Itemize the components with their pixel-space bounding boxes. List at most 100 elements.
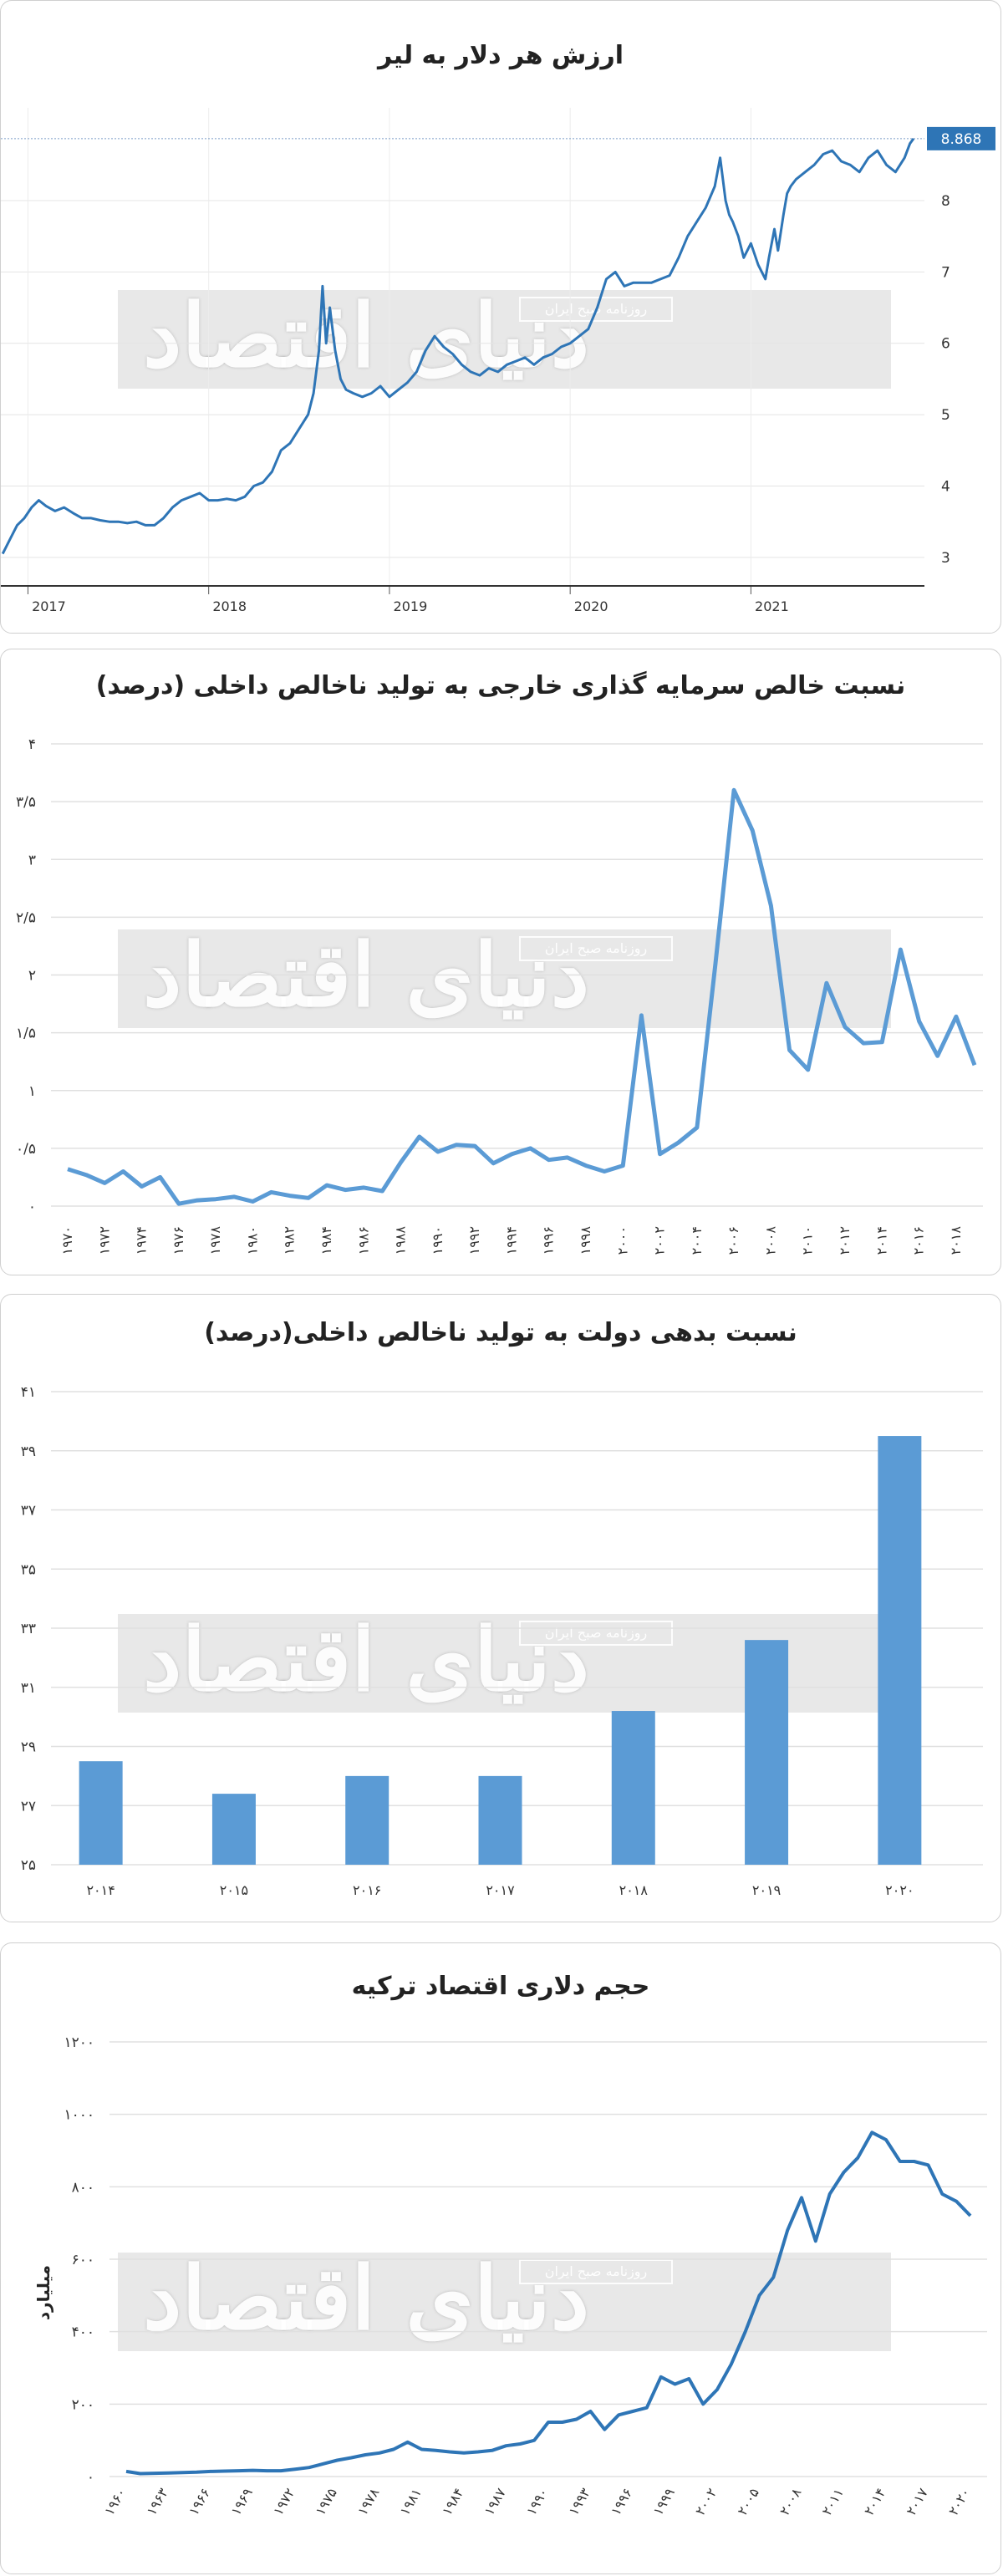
x-tick-label: ۱۹۷۸ [354,2485,383,2518]
x-tick-label: ۲۰۱۶ [353,1882,381,1898]
y-tick-label: ۳۷ [21,1503,36,1520]
line-chart-fdi: ۰ ۰/۵ ۱ ۱/۵ ۲ ۲/۵ ۳ ۳/۵ ۴ ۱۹۷۰ ۱۹۷۲ ۱۹۷۴ ۱۹۷۶ ۱۹۷۸ ۱۹۸… [16,736,983,1255]
x-tick-label: ۲۰۱۹ [752,1882,781,1898]
x-tick-label: ۱۹۷۲ [96,1226,112,1255]
chart-panel-lira: ارزش هر دلار به لیر دنیای اقتصاد روزنامه… [0,0,1001,634]
y-tick-label: 4 [941,478,950,495]
x-tick-label: 2021 [755,598,789,614]
y-tick-label: ۶۰۰ [72,2252,94,2268]
x-tick-label: ۲۰۱۷ [903,2485,931,2518]
chart-title-gdp: حجم دلاری اقتصاد ترکیه [351,1972,650,2001]
chart-panel-gdp: حجم دلاری اقتصاد ترکیه دنیای اقتصاد روزن… [0,1942,1001,2574]
watermark: دنیای اقتصاد روزنامه صبح ایران [118,926,891,1028]
x-tick-label: ۲۰۲۰ [885,1882,914,1898]
x-tick-label: ۱۹۷۵ [312,2486,340,2518]
x-tick-label: ۲۰۱۴ [86,1882,115,1898]
y-tick-label: ۴ [28,736,36,753]
y-tick-label: ۰/۵ [16,1141,36,1158]
x-tick-label: ۲۰۱۷ [486,1882,515,1898]
y-tick-label: ۴۰۰ [72,2324,94,2341]
y-tick-label: ۳۱ [21,1680,36,1697]
x-tick-label: 2020 [574,598,608,614]
y-tick-label: ۱۲۰۰ [64,2034,94,2051]
bar [878,1436,922,1865]
x-tick-label: ۱۹۷۰ [59,1226,75,1255]
x-tick-label: ۲۰۰۶ [726,1226,741,1255]
y-tick-label: ۳۵ [21,1561,36,1578]
x-tick-label: 2019 [394,598,428,614]
x-tick-label: ۲۰۱۶ [911,1226,927,1255]
chart-panel-debt: نسبت بدهی دولت به تولید ناخالص داخلی(درص… [0,1294,1001,1922]
bar [611,1711,655,1865]
y-tick-label: 8 [941,193,950,210]
x-tick-label: ۱۹۹۹ [649,2486,678,2518]
watermark-subtitle: روزنامه صبح ایران [519,936,673,961]
line-chart-gdp: ۰ ۲۰۰ ۴۰۰ ۶۰۰ ۸۰۰ ۱۰۰۰ ۱۲۰۰ میلیارد ۱۹۶۰ ۱۹۶۳ ۱۹۶۶… [33,2034,987,2518]
x-tick-label: ۱۹۸۶ [355,1226,371,1255]
x-tick-label: ۱۹۹۶ [541,1226,557,1255]
y-tick-label: ۳۳ [21,1621,36,1637]
x-tick-label: ۲۰۱۸ [948,1226,964,1255]
x-tick-label: ۱۹۷۴ [134,1226,150,1255]
watermark: دنیای اقتصاد روزنامه صبح ایران [118,284,891,389]
x-tick-label: ۱۹۹۲ [466,1226,482,1255]
y-tick-label: ۰ [28,1199,36,1215]
watermark-logo: دنیای اقتصاد [143,284,590,387]
x-tick-label: ۲۰۱۴ [873,1226,889,1255]
watermark-logo: دنیای اقتصاد [143,1608,590,1711]
chart-title-fdi: نسبت خالص سرمایه گذاری خارجی به تولید نا… [95,671,906,700]
y-tick-label: ۱ [28,1083,36,1100]
y-tick-label: ۲۰۰ [72,2396,94,2413]
y-tick-label: 5 [941,407,950,424]
last-value-label: 8.868 [941,131,982,148]
x-tick-label: ۱۹۹۰ [430,1226,445,1255]
chart-title-debt: نسبت بدهی دولت به تولید ناخالص داخلی(درص… [204,1318,797,1347]
x-tick-label: ۲۰۰۰ [614,1226,630,1255]
x-tick-label: ۱۹۸۴ [439,2486,467,2518]
bar-chart-debt: ۲۵ ۲۷ ۲۹ ۳۱ ۳۳ ۳۵ ۳۷ ۳۹ ۴۱ ۲۰۱۴ ۲۰۱۵ ۲۰۱۶ ۲۰۱۷ ۲۰۱۸ ۲۰… [21,1384,983,1898]
y-tick-label: ۲/۵ [16,909,36,926]
y-tick-label: ۱۰۰۰ [64,2107,94,2124]
x-tick-label: ۲۰۱۰ [800,1226,816,1255]
x-tick-label: ۱۹۸۴ [318,1226,334,1255]
y-tick-label: ۳/۵ [16,794,36,811]
x-tick-label: ۲۰۰۸ [776,2485,805,2518]
y-tick-label: 6 [941,336,950,353]
y-tick-label: 7 [941,264,950,281]
bar [79,1761,123,1865]
x-tick-label: ۱۹۶۹ [227,2486,256,2518]
y-tick-label: ۲۵ [21,1857,36,1874]
x-tick-label: ۱۹۸۰ [244,1226,260,1255]
x-tick-label: ۱۹۹۴ [503,1226,519,1255]
bar [478,1775,522,1865]
x-tick-label: ۱۹۷۸ [207,1226,223,1255]
y-tick-label: 3 [941,550,950,567]
x-tick-label: ۲۰۱۱ [818,2486,847,2518]
x-tick-label: ۲۰۱۴ [861,2486,889,2518]
y-tick-label: ۱/۵ [16,1026,36,1042]
y-tick-label: ۸۰۰ [72,2179,94,2196]
x-tick-label: 2017 [32,598,66,614]
y-axis-label: میلیارد [33,2265,53,2320]
bar [211,1794,256,1865]
watermark: دنیای اقتصاد روزنامه صبح ایران [118,2249,891,2351]
series-line [67,787,977,1206]
y-tick-label: ۲۹ [21,1739,36,1756]
x-tick-label: ۲۰۰۵ [734,2486,762,2518]
x-tick-label: ۱۹۸۲ [282,1226,298,1255]
chart-panel-fdi: نسبت خالص سرمایه گذاری خارجی به تولید نا… [0,649,1001,1275]
x-tick-label: ۲۰۰۴ [689,1226,705,1255]
line-chart-lira: 3 4 5 6 7 8 2017 2018 2019 2020 2021 8.868 [1,108,995,614]
y-tick-label: ۳۹ [21,1443,36,1460]
series-line [125,2131,972,2476]
x-tick-label: ۱۹۶۰ [101,2486,130,2518]
x-tick-label: ۱۹۸۷ [481,2485,509,2518]
chart-title-lira: ارزش هر دلار به لیر [377,41,624,70]
x-tick-label: ۲۰۱۸ [619,1882,649,1898]
x-tick-label: ۱۹۷۲ [270,2486,298,2518]
x-tick-label: ۱۹۸۸ [393,1226,409,1255]
y-tick-label: ۰ [87,2469,94,2486]
watermark-logo: دنیای اقتصاد [143,2247,590,2349]
y-tick-label: ۲ [28,968,36,985]
x-tick-label: ۱۹۹۶ [608,2486,636,2518]
